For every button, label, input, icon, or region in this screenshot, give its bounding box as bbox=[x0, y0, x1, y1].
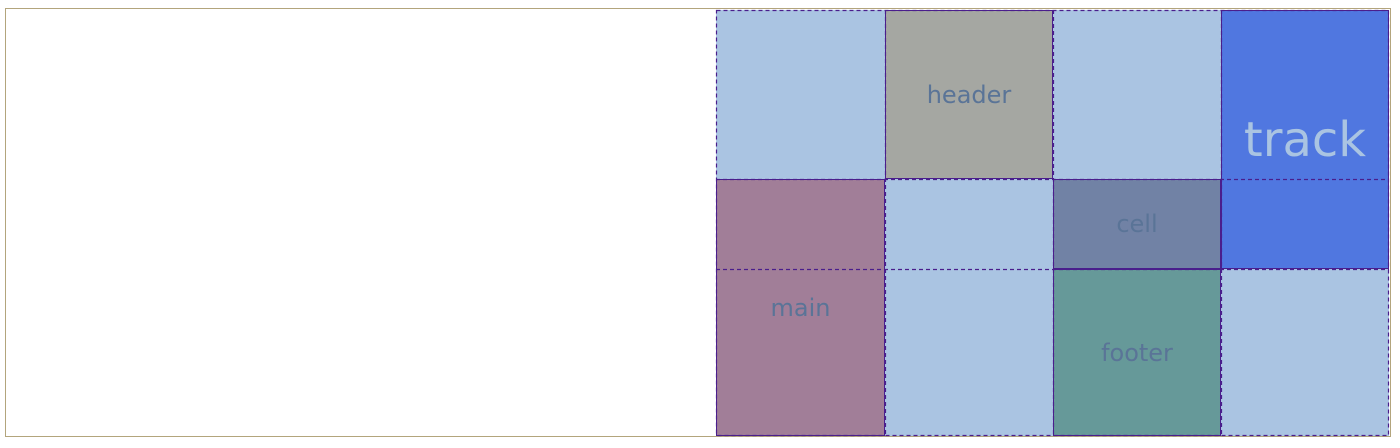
area-label: cell bbox=[1116, 210, 1158, 238]
header-area: header bbox=[885, 10, 1053, 179]
grid-outline bbox=[715, 9, 1390, 437]
area-label: header bbox=[926, 80, 1012, 109]
grid-cell bbox=[716, 10, 885, 179]
grid-cell bbox=[885, 179, 1053, 269]
area-label: footer bbox=[1101, 338, 1173, 367]
grid-cell bbox=[1221, 269, 1389, 436]
grid-cell bbox=[885, 269, 1053, 436]
main-area: main bbox=[716, 179, 885, 436]
area-label: main bbox=[770, 293, 831, 322]
grid-cell bbox=[1053, 10, 1221, 179]
area-label: track bbox=[1243, 111, 1367, 168]
footer-area: footer bbox=[1053, 269, 1221, 436]
container bbox=[5, 8, 1391, 437]
track-area: track bbox=[1221, 10, 1389, 269]
cell-area: cell bbox=[1053, 179, 1221, 269]
